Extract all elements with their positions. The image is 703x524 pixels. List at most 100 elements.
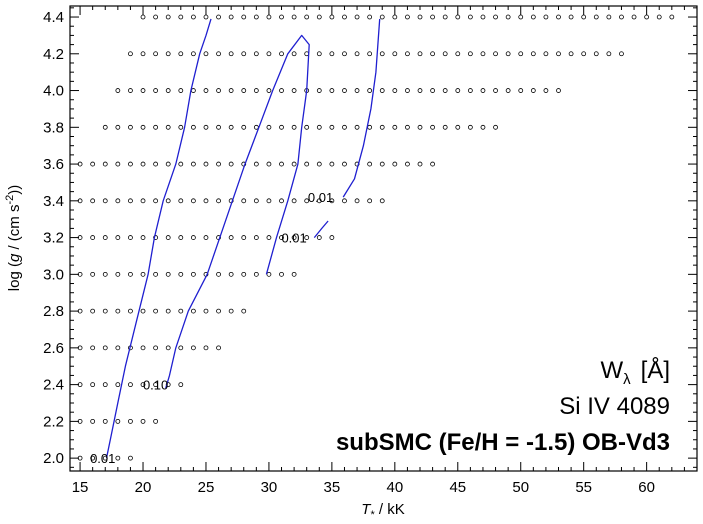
model-point bbox=[442, 124, 448, 130]
x-tick-label: 25 bbox=[198, 479, 215, 496]
model-point bbox=[493, 14, 498, 20]
model-point bbox=[153, 235, 159, 240]
model-point bbox=[329, 198, 335, 204]
model-point bbox=[102, 308, 108, 314]
model-point bbox=[165, 51, 171, 57]
model-point bbox=[203, 198, 209, 204]
model-point bbox=[543, 14, 549, 20]
x-tick-label: 30 bbox=[261, 479, 278, 496]
model-point bbox=[140, 418, 146, 424]
model-point bbox=[530, 14, 536, 20]
contour-line-2 bbox=[165, 34, 310, 389]
model-point bbox=[279, 271, 284, 277]
model-point bbox=[153, 382, 159, 388]
model-point bbox=[291, 198, 297, 204]
model-point bbox=[140, 51, 146, 57]
model-point bbox=[480, 51, 486, 57]
model-point bbox=[266, 124, 272, 130]
model-point bbox=[165, 235, 171, 240]
model-point bbox=[102, 382, 108, 388]
model-point bbox=[505, 51, 511, 57]
model-point bbox=[291, 51, 297, 57]
model-point bbox=[128, 51, 133, 57]
model-point bbox=[379, 51, 385, 57]
model-point bbox=[367, 14, 373, 20]
annotation-quantity: Wλ [Å] bbox=[601, 356, 671, 388]
model-point bbox=[140, 308, 146, 314]
model-point bbox=[140, 161, 146, 167]
model-point bbox=[140, 14, 146, 20]
model-point bbox=[128, 161, 133, 167]
model-point bbox=[190, 235, 196, 240]
model-point bbox=[656, 14, 662, 20]
model-point bbox=[442, 51, 448, 57]
model-point bbox=[329, 124, 335, 130]
model-point bbox=[405, 51, 410, 57]
tick-labels: 15 20 25 30 35 40 45 50 55 60 2.0 2.2 2.4 2.6 2.8 3.0 3.… bbox=[43, 9, 655, 496]
model-point bbox=[266, 161, 272, 167]
model-point bbox=[178, 382, 184, 388]
model-point bbox=[619, 14, 624, 20]
model-point bbox=[241, 198, 247, 204]
model-point bbox=[165, 124, 171, 130]
model-point bbox=[379, 124, 385, 130]
model-point bbox=[530, 51, 536, 57]
model-point bbox=[304, 161, 310, 167]
model-point bbox=[467, 88, 473, 93]
model-point bbox=[115, 382, 121, 388]
model-point bbox=[581, 14, 587, 20]
model-point bbox=[228, 124, 234, 130]
x-tick-label: 45 bbox=[449, 479, 466, 496]
model-point bbox=[266, 271, 272, 277]
model-point bbox=[115, 198, 121, 204]
model-point bbox=[505, 88, 511, 93]
model-point bbox=[342, 161, 347, 167]
annotation-model: subSMC (Fe/H = -1.5) OB-Vd3 bbox=[336, 429, 670, 456]
model-point bbox=[467, 51, 473, 57]
model-point bbox=[153, 345, 159, 351]
x-tick-label: 50 bbox=[512, 479, 529, 496]
model-point bbox=[316, 124, 322, 130]
model-point bbox=[342, 88, 347, 93]
model-point bbox=[203, 88, 209, 93]
x-tick-label: 35 bbox=[324, 479, 341, 496]
model-point bbox=[530, 88, 536, 93]
y-tick-label: 2.4 bbox=[43, 377, 64, 394]
model-point bbox=[153, 271, 159, 277]
model-point bbox=[291, 124, 297, 130]
model-point bbox=[128, 235, 133, 240]
model-point bbox=[644, 14, 650, 20]
y-tick-label: 4.2 bbox=[43, 46, 64, 63]
model-point bbox=[90, 345, 96, 351]
model-point bbox=[228, 88, 234, 93]
model-point bbox=[581, 51, 587, 57]
model-point bbox=[279, 88, 284, 93]
model-point bbox=[279, 235, 284, 240]
y-tick-label: 3.0 bbox=[43, 266, 64, 283]
model-point bbox=[430, 51, 436, 57]
model-point bbox=[115, 235, 121, 240]
model-point bbox=[316, 198, 322, 204]
model-point bbox=[556, 88, 561, 93]
model-point bbox=[253, 198, 259, 204]
model-point bbox=[241, 51, 247, 57]
model-point bbox=[367, 161, 373, 167]
model-point bbox=[115, 161, 121, 167]
model-point bbox=[480, 14, 486, 20]
model-point bbox=[606, 14, 612, 20]
model-point bbox=[178, 124, 184, 130]
model-point bbox=[165, 345, 171, 351]
model-point bbox=[279, 124, 284, 130]
model-point bbox=[329, 51, 335, 57]
model-point bbox=[316, 235, 322, 240]
model-point bbox=[228, 235, 234, 240]
y-tick-label: 3.2 bbox=[43, 230, 64, 247]
model-point bbox=[90, 382, 96, 388]
model-point bbox=[241, 235, 247, 240]
model-point bbox=[228, 161, 234, 167]
model-point bbox=[266, 198, 272, 204]
x-tick-label: 20 bbox=[135, 479, 152, 496]
model-point bbox=[115, 271, 121, 277]
y-tick-label: 3.4 bbox=[43, 193, 64, 210]
model-point bbox=[518, 51, 524, 57]
